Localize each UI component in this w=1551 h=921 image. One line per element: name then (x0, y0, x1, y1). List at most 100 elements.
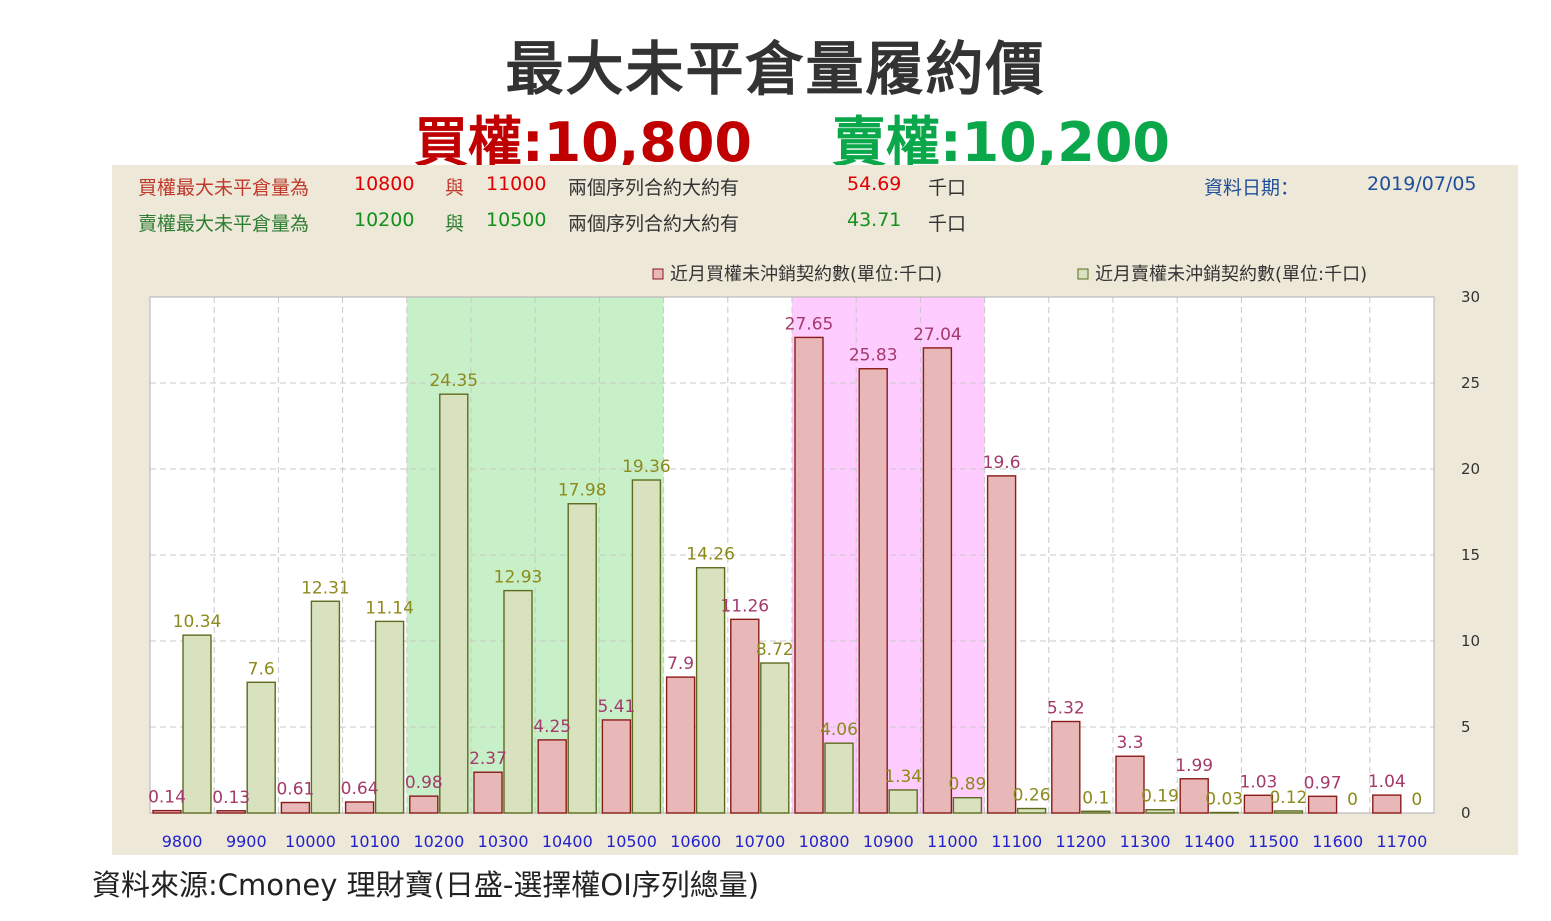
y-tick-label: 10 (1461, 632, 1480, 650)
put-info-amount: 43.71 (847, 209, 902, 231)
call-bar (409, 795, 439, 814)
chart-panel: 買權最大未平倉量為 10800 與 11000 兩個序列合約大約有 54.69 … (112, 165, 1518, 855)
put-max-oi-strike: 賣權:10,200 (832, 111, 1170, 174)
call-bar (601, 719, 632, 814)
put-info-and: 與 (445, 213, 465, 235)
put-value-label: 1.34 (884, 767, 922, 787)
x-tick-label: 10300 (478, 832, 529, 851)
legend-put-swatch (1077, 268, 1089, 280)
date-label: 資料日期： (1204, 177, 1300, 199)
call-bar (216, 810, 246, 814)
put-bar (503, 589, 533, 814)
x-tick-label: 11000 (927, 832, 978, 851)
y-tick-label: 20 (1461, 460, 1480, 478)
call-value-label: 27.65 (785, 314, 834, 334)
call-value-label: 0.14 (148, 788, 186, 808)
page-title: 最大未平倉量履約價 (505, 35, 1046, 103)
put-bar (1273, 810, 1304, 814)
put-bar (374, 620, 405, 814)
put-value-label: 0.19 (1141, 787, 1179, 807)
put-value-label: 11.14 (365, 598, 414, 618)
x-tick-label: 11700 (1376, 832, 1427, 851)
put-bar (182, 634, 212, 814)
put-value-label: 0 (1347, 790, 1358, 810)
x-tick-label: 11400 (1184, 832, 1235, 851)
call-bar (858, 368, 888, 814)
put-value-label: 0.12 (1269, 788, 1307, 808)
call-value-label: 11.26 (720, 596, 769, 616)
call-bar (986, 475, 1017, 814)
call-value-label: 0.13 (212, 788, 250, 808)
put-info-unit: 千口 (928, 213, 967, 235)
put-value-label: 8.72 (756, 640, 794, 660)
call-bar (344, 801, 375, 814)
call-value-label: 1.04 (1368, 772, 1406, 792)
x-tick-label: 11100 (991, 832, 1042, 851)
y-tick-label: 30 (1461, 288, 1480, 306)
put-value-label: 10.34 (173, 612, 222, 632)
call-value-label: 0.97 (1304, 773, 1342, 793)
put-value-label: 12.93 (494, 568, 543, 588)
x-tick-label: 10700 (734, 832, 785, 851)
put-info-strike2: 10500 (486, 209, 547, 231)
put-bar (1016, 807, 1047, 814)
call-bar (922, 347, 953, 814)
put-value-label: 7.6 (248, 659, 275, 679)
put-value-label: 19.36 (622, 457, 671, 477)
call-value-label: 7.9 (667, 654, 694, 674)
put-bar (1145, 809, 1175, 814)
call-info-and: 與 (445, 177, 465, 199)
x-tick-label: 10100 (349, 832, 400, 851)
call-bar (730, 618, 760, 814)
put-bar (246, 681, 276, 814)
put-bar (1209, 811, 1239, 814)
x-tick-label: 10500 (606, 832, 657, 851)
call-bar (665, 676, 696, 814)
put-value-label: 0.1 (1082, 788, 1109, 808)
x-tick-label: 11500 (1248, 832, 1299, 851)
put-value-label: 0.26 (1013, 786, 1051, 806)
y-tick-label: 0 (1461, 804, 1471, 822)
call-value-label: 0.64 (341, 779, 379, 799)
y-tick-label: 25 (1461, 374, 1480, 392)
put-bar (824, 742, 854, 814)
call-info-prefix: 買權最大未平倉量為 (138, 177, 310, 199)
call-value-label: 5.32 (1047, 698, 1085, 718)
put-info-prefix: 賣權最大未平倉量為 (138, 213, 310, 235)
data-source: 資料來源:Cmoney 理財寶(日盛-選擇權OI序列總量) (92, 868, 760, 902)
call-bar (537, 739, 567, 814)
put-bar (952, 796, 983, 814)
call-max-oi-strike: 買權:10,800 (414, 111, 752, 174)
x-tick-label: 10000 (285, 832, 336, 851)
call-info-strike1: 10800 (354, 173, 415, 195)
legend-call-label: 近月買權未沖銷契約數(單位:千口) (670, 264, 942, 285)
oi-bar-chart: 0 5 10 15 20 25 30 0.14 10.34 9800 0.13 7.6 9900 0.61… (148, 264, 1480, 851)
put-value-label: 0.03 (1205, 789, 1243, 809)
put-bar (1081, 810, 1111, 814)
x-tick-label: 11600 (1312, 832, 1363, 851)
legend-call-swatch (652, 268, 664, 280)
x-tick-label: 10600 (670, 832, 721, 851)
x-tick-label: 11200 (1055, 832, 1106, 851)
call-info-amount: 54.69 (847, 173, 902, 195)
call-value-label: 0.61 (276, 780, 314, 800)
legend-put-label: 近月賣權未沖銷契約數(單位:千口) (1095, 264, 1367, 285)
call-info-mid: 兩個序列合約大約有 (568, 177, 740, 199)
put-bar (760, 662, 790, 814)
put-value-label: 0 (1411, 790, 1422, 810)
call-value-label: 19.6 (983, 453, 1021, 473)
put-value-label: 17.98 (558, 481, 607, 501)
put-value-label: 14.26 (686, 545, 735, 565)
call-value-label: 25.83 (849, 346, 898, 366)
x-tick-label: 10800 (799, 832, 850, 851)
put-bar (310, 600, 341, 814)
x-tick-label: 10200 (413, 832, 464, 851)
put-bar (695, 567, 726, 814)
y-tick-label: 5 (1461, 718, 1471, 736)
call-value-label: 2.37 (469, 749, 507, 769)
put-value-label: 4.06 (820, 720, 858, 740)
call-bar (1115, 755, 1145, 814)
call-value-label: 1.03 (1239, 772, 1277, 792)
call-bar (1243, 794, 1274, 814)
x-tick-label: 11300 (1120, 832, 1171, 851)
